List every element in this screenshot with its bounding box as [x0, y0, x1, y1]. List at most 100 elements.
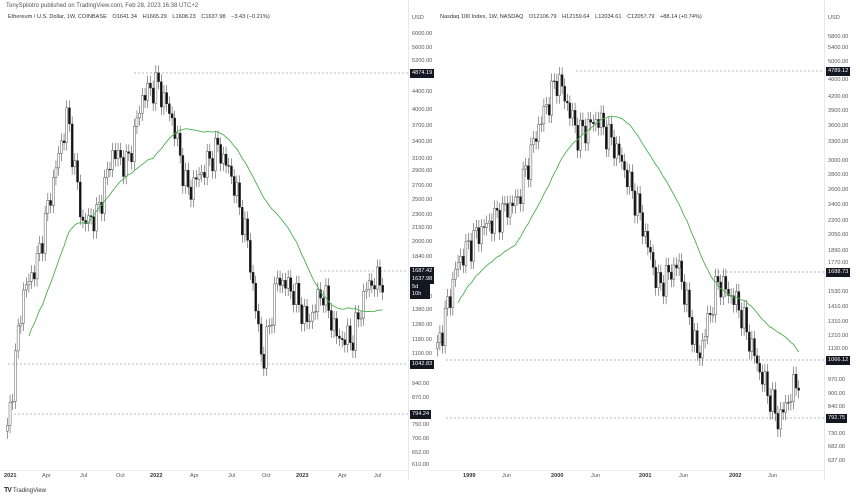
bull-candle [16, 325, 20, 352]
bear-candle [495, 208, 499, 211]
bear-candle [49, 200, 52, 206]
bull-candle [779, 409, 782, 430]
bull-candle [532, 138, 535, 146]
bear-candle [143, 95, 147, 101]
bull-candle [454, 268, 457, 280]
bull-candle [346, 325, 349, 346]
bear-candle [170, 113, 174, 119]
bear-candle [555, 80, 559, 96]
price-tick: 1530.00 [828, 289, 849, 295]
price-tick: 2000.00 [412, 239, 433, 245]
bear-candle [612, 137, 616, 159]
bear-candle [330, 310, 333, 331]
bear-candle [351, 342, 355, 351]
bear-candle [178, 132, 182, 156]
bear-candle [373, 285, 376, 290]
price-tick: 1100.00 [412, 351, 432, 357]
bull-candle [529, 144, 533, 180]
bull-candle [135, 117, 139, 127]
price-tick: 730.00 [828, 431, 846, 437]
bear-candle [670, 271, 673, 280]
price-tick: 2300.00 [412, 212, 433, 218]
ndx-time-axis[interactable]: 1999 Jun 2000 Jun 2001 Jun 2002 Jun [430, 470, 824, 481]
price-tick: 1310.00 [828, 319, 849, 325]
price-tick: 2800.00 [828, 172, 849, 178]
bear-candle [745, 307, 748, 333]
bear-candle [597, 119, 600, 128]
price-tick: 2150.00 [412, 225, 433, 231]
eth-close: C1637.98 [201, 14, 226, 20]
bear-candle [216, 137, 220, 145]
price-level-tag: 4874.19 [410, 69, 435, 78]
ndx-price-axis-border [824, 0, 825, 480]
bull-candle [311, 311, 314, 322]
price-level-tag: 4789.12 [826, 67, 851, 76]
price-tick: 3000.00 [828, 158, 849, 164]
time-tick: 2022 [150, 473, 163, 479]
moving-average-line [28, 128, 383, 337]
time-tick: Oct [116, 473, 125, 479]
eth-currency-label: USD [412, 15, 424, 21]
bear-candle [219, 144, 222, 164]
bear-candle [610, 123, 613, 138]
bear-candle [300, 304, 303, 324]
bear-candle [230, 165, 233, 177]
bull-candle [607, 123, 611, 150]
bull-candle [57, 153, 60, 169]
price-tick: 2050.00 [828, 232, 849, 238]
bear-candle [519, 196, 522, 204]
moving-average-line [457, 115, 800, 353]
bull-candle [30, 272, 33, 282]
bull-candle [376, 266, 379, 290]
bull-candle [467, 240, 470, 242]
bull-candle [367, 280, 371, 290]
bear-candle [251, 272, 255, 284]
bull-candle [35, 253, 39, 280]
bear-candle [766, 371, 769, 396]
price-tick: 652.00 [412, 450, 430, 456]
bear-candle [68, 107, 71, 125]
bull-candle [792, 373, 795, 402]
eth-legend: Ethereum / U.S. Dollar, 1W, COINBASE O16… [8, 14, 274, 20]
bear-candle [378, 266, 382, 286]
price-tick: 3300.00 [828, 139, 849, 145]
bear-candle [81, 216, 85, 221]
tradingview-logo[interactable]: TV TradingView [4, 487, 46, 494]
bear-candle [698, 352, 702, 359]
bear-candle [716, 276, 720, 283]
price-level-tag: 1687.42 [410, 267, 435, 276]
ndx-chart-pane[interactable]: Nasdaq 100 Index, 1W, NASDAQ O12106.79 H… [430, 0, 860, 480]
bull-candle [146, 82, 149, 101]
eth-time-axis[interactable]: 2021 Apr Jul Oct 2022 Apr Jul Oct 2023 Apr Jul [0, 470, 408, 481]
time-tick: Apr [190, 473, 199, 479]
time-tick: Jun [591, 473, 601, 479]
bear-candle [149, 82, 152, 89]
price-tick: 610.00 [412, 462, 430, 468]
bull-candle [636, 193, 639, 216]
time-tick: 2023 [296, 473, 309, 479]
publisher-caption: TonySpilotro published on TradingView.co… [6, 3, 199, 9]
bear-candle [186, 169, 190, 188]
bear-candle [289, 277, 293, 292]
bear-candle [776, 413, 780, 430]
bull-candle [54, 167, 58, 178]
bull-candle [200, 171, 203, 175]
bear-candle [119, 150, 122, 158]
bull-candle [628, 171, 631, 188]
price-tick: 2900.00 [412, 168, 433, 174]
bull-candle [545, 104, 548, 107]
time-tick: Jul [374, 473, 382, 479]
bull-candle [571, 110, 574, 119]
bull-candle [784, 402, 787, 413]
bear-candle [89, 215, 93, 217]
price-tick: 3900.00 [828, 108, 849, 114]
bear-candle [563, 85, 566, 102]
price-tick: 2700.00 [412, 183, 433, 189]
bear-candle [506, 203, 509, 218]
bear-candle [114, 150, 117, 160]
price-tick: 5600.00 [412, 45, 433, 51]
bear-candle [662, 282, 665, 297]
eth-chart-pane[interactable]: Ethereum / U.S. Dollar, 1W, COINBASE O16… [0, 0, 435, 481]
bull-candle [192, 177, 195, 200]
bull-candle [615, 143, 618, 159]
